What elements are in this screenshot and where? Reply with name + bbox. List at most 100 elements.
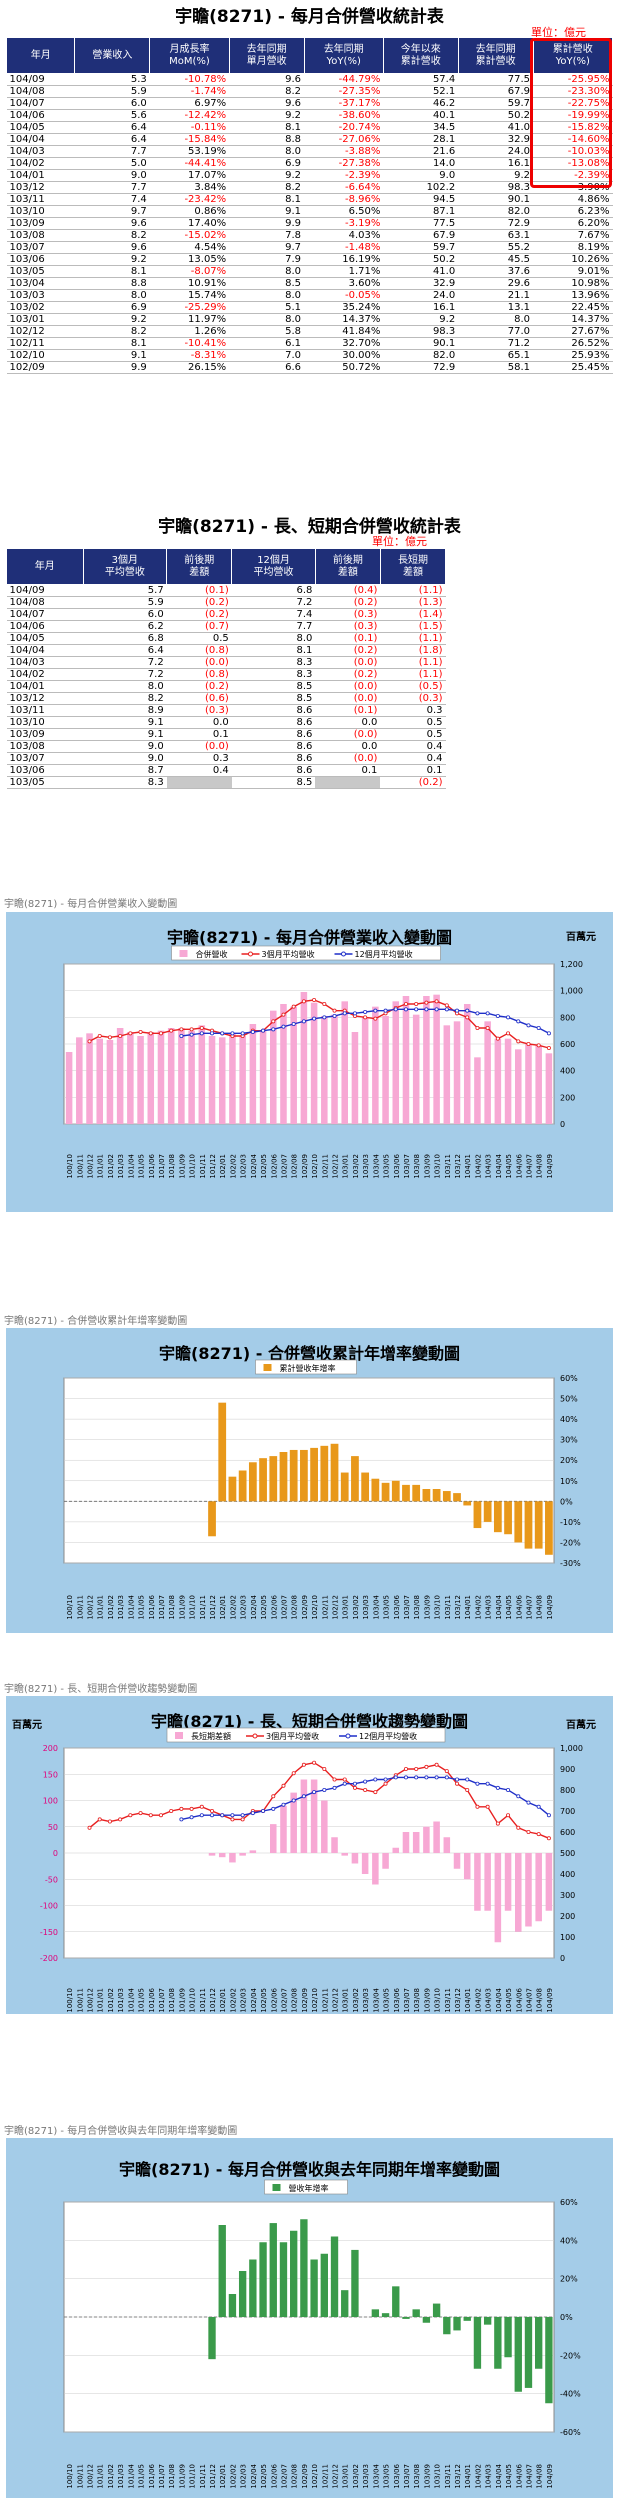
avg12-point [240, 1813, 245, 1818]
cumulative-yoy-bar [514, 1501, 523, 1543]
avg3-point [332, 1008, 337, 1013]
diff-bar [270, 1824, 277, 1853]
table-cell: 8.1 [74, 337, 150, 350]
yoy-bar [371, 2309, 380, 2317]
table-cell: -2.39% [304, 169, 384, 182]
avg12-point [210, 1813, 215, 1818]
table-row: 104/06 6.2 (0.7) 7.7 (0.3) (1.5) [6, 620, 446, 633]
header-cell: 去年同期 YoY(%) [303, 37, 384, 74]
x-tick-label: 103/12 [454, 1595, 462, 1620]
avg3-point [322, 1002, 327, 1007]
table-cell: 6.1 [229, 337, 304, 350]
table-cell: 9.7 [229, 241, 304, 254]
table-row: 103/12 8.2 (0.6) 8.5 (0.0) (0.3) [6, 692, 446, 705]
table-row: 103/11 7.4 -23.42% 8.1 -8.96% 94.5 90.1 4.86% [6, 193, 613, 206]
legend-label: 營收年增率 [289, 2183, 329, 2193]
x-tick-label: 103/11 [444, 2464, 452, 2489]
table-cell: 104/02 [6, 157, 75, 170]
header-cell: 前後期 差額 [166, 548, 233, 585]
avg3-point [128, 1031, 133, 1036]
table-cell: 32.9 [458, 133, 534, 146]
revenue-bar [167, 1028, 175, 1124]
x-tick-label: 104/09 [546, 1988, 554, 2013]
yoy-bar [238, 2271, 247, 2317]
avg3-point [301, 1762, 306, 1767]
chart1-title: 宇瞻(8271) - 每月合併營業收入變動圖 [167, 928, 452, 947]
table-row: 102/12 8.2 1.26% 5.8 41.84% 98.3 77.0 27.67% [6, 325, 613, 338]
table-cell: 0.5 [166, 632, 232, 645]
cumulative-yoy-bar [310, 1447, 318, 1502]
diff-bar [453, 1853, 461, 1869]
x-tick-label: 103/08 [413, 1595, 421, 1620]
x-tick-label: 103/05 [383, 1154, 391, 1179]
x-tick-label: 102/08 [291, 1988, 299, 2013]
avg3-point [291, 1004, 296, 1009]
table-cell: 8.0 [229, 289, 304, 302]
header-cell: 今年以來 累計營收 [382, 37, 459, 74]
x-tick-label: 101/01 [97, 1595, 105, 1620]
avg3-point [312, 998, 317, 1003]
x-tick-label: 102/12 [332, 1988, 340, 2013]
header-cell: 年月 [6, 548, 84, 585]
table-cell: 6.8 [231, 584, 316, 597]
yoy-bar [269, 2223, 277, 2317]
avg12-point [271, 1027, 276, 1032]
table-cell: 8.2 [229, 85, 304, 98]
table-cell: (0.3) [315, 608, 381, 621]
table-cell: (0.3) [380, 692, 446, 705]
x-tick-label: 104/07 [525, 2464, 533, 2489]
avg3-point [465, 1015, 470, 1020]
avg12-point [403, 1007, 408, 1012]
table-row: 103/11 8.9 (0.3) 8.6 (0.1) 0.3 [6, 704, 446, 717]
x-tick-label: 102/06 [270, 1987, 278, 2012]
diff-bar [372, 1853, 379, 1885]
table-cell: 7.67% [533, 229, 613, 242]
table-row: 104/03 7.7 53.19% 8.0 -3.88% 21.6 24.0 -10.03% [6, 145, 613, 158]
avg3-point [118, 1817, 123, 1822]
x-tick-label: 102/09 [301, 1595, 309, 1620]
y-tick-label: -40% [560, 2390, 581, 2399]
avg12-point [322, 1015, 327, 1020]
table-cell: -15.82% [533, 121, 613, 134]
table-cell: -3.19% [304, 217, 384, 230]
table-cell: -19.99% [533, 109, 613, 122]
legend-label: 長短期差額 [191, 1731, 231, 1741]
cumulative-yoy-bar [524, 1501, 533, 1549]
table-cell: 6.4 [74, 121, 150, 134]
x-tick-label: 102/06 [270, 1153, 278, 1178]
table-cell: 8.2 [74, 325, 150, 338]
x-tick-label: 102/01 [219, 1154, 227, 1179]
x-tick-label: 101/10 [189, 2464, 197, 2489]
table-cell: 104/09 [6, 73, 75, 86]
table-cell: 104/01 [6, 169, 75, 182]
avg12-point [230, 1813, 235, 1818]
avg3-point [169, 1809, 174, 1814]
x-tick-label: 101/05 [138, 2464, 146, 2489]
table-cell: -8.07% [149, 265, 230, 278]
y-tick-label: 10% [560, 1477, 578, 1486]
table-cell: 9.2 [229, 169, 304, 182]
table-cell: 104/02 [6, 668, 84, 681]
table1-unit: 單位：億元 [531, 26, 586, 39]
avg3-point [434, 1762, 439, 1767]
x-tick-label: 102/05 [260, 1988, 268, 2013]
revenue-bar [412, 1014, 420, 1124]
avg12-point [220, 1031, 225, 1036]
table-cell: (0.2) [166, 608, 232, 621]
table-cell: -23.30% [533, 85, 613, 98]
x-tick-label: 104/08 [536, 1988, 544, 2013]
avg12-point [250, 1030, 255, 1035]
x-tick-label: 100/10 [66, 1595, 74, 1620]
x-tick-label: 101/02 [107, 1595, 115, 1620]
legend-swatch [272, 2184, 281, 2191]
y-tick-label-left: -50 [45, 1875, 58, 1884]
cumulative-yoy-bar [269, 1456, 278, 1502]
avg12-point [363, 1010, 368, 1015]
legend-box [171, 945, 441, 961]
x-tick-label: 103/07 [403, 1988, 411, 2013]
highlight-box [530, 38, 612, 188]
y-tick-label-right: 300 [560, 1891, 575, 1900]
table-cell: 103/08 [6, 740, 84, 753]
table-cell: 57.4 [383, 73, 459, 86]
table-cell: -44.41% [149, 157, 230, 170]
